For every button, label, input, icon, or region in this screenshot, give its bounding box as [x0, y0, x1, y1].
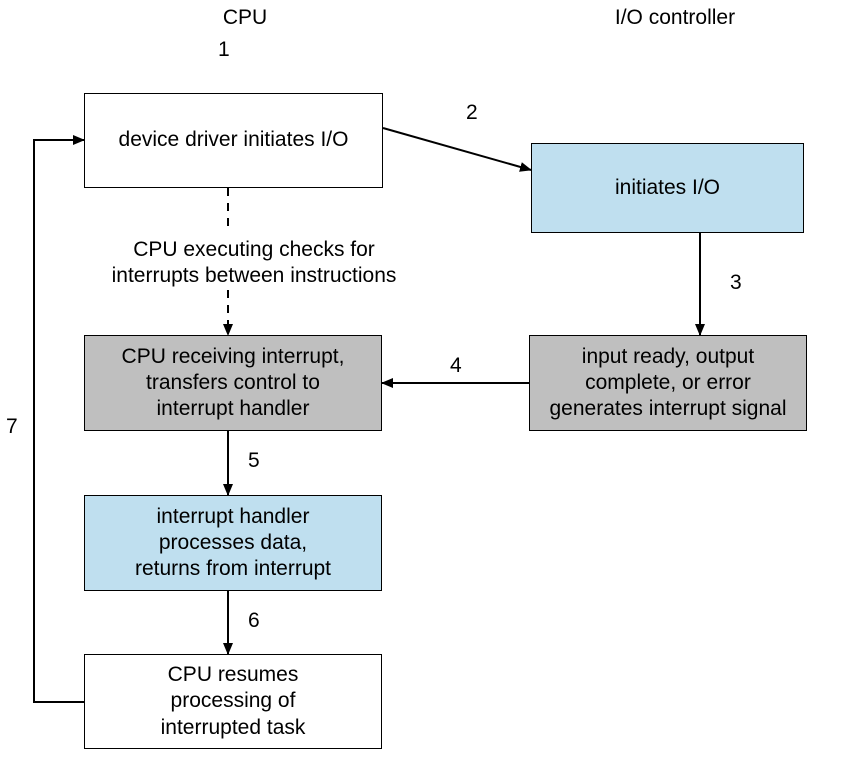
edge-6-to-1 [34, 140, 84, 702]
header-io: I/O controller [595, 6, 755, 30]
step-1: 1 [218, 38, 230, 62]
node-device-driver-initiates-io: device driver initiates I/O [84, 93, 383, 188]
flowchart-canvas: CPU I/O controller 1 2 3 4 5 6 7 CPU exe… [0, 0, 854, 769]
node-input-ready: input ready, outputcomplete, or errorgen… [529, 335, 807, 431]
step-4: 4 [450, 354, 462, 378]
node-initiates-io: initiates I/O [531, 143, 804, 233]
step-3: 3 [730, 271, 742, 295]
step-5: 5 [248, 449, 260, 473]
step-7: 7 [6, 415, 18, 439]
node-interrupt-handler: interrupt handlerprocesses data,returns … [84, 495, 382, 591]
step-2: 2 [466, 101, 478, 125]
node-cpu-resumes: CPU resumesprocessing ofinterrupted task [84, 654, 382, 749]
node-cpu-receiving-interrupt: CPU receiving interrupt,transfers contro… [84, 335, 382, 431]
edge-1-to-2 [383, 128, 531, 170]
annotation-cpu-checks: CPU executing checks forinterrupts betwe… [94, 237, 414, 290]
header-cpu: CPU [205, 6, 285, 30]
step-6: 6 [248, 609, 260, 633]
